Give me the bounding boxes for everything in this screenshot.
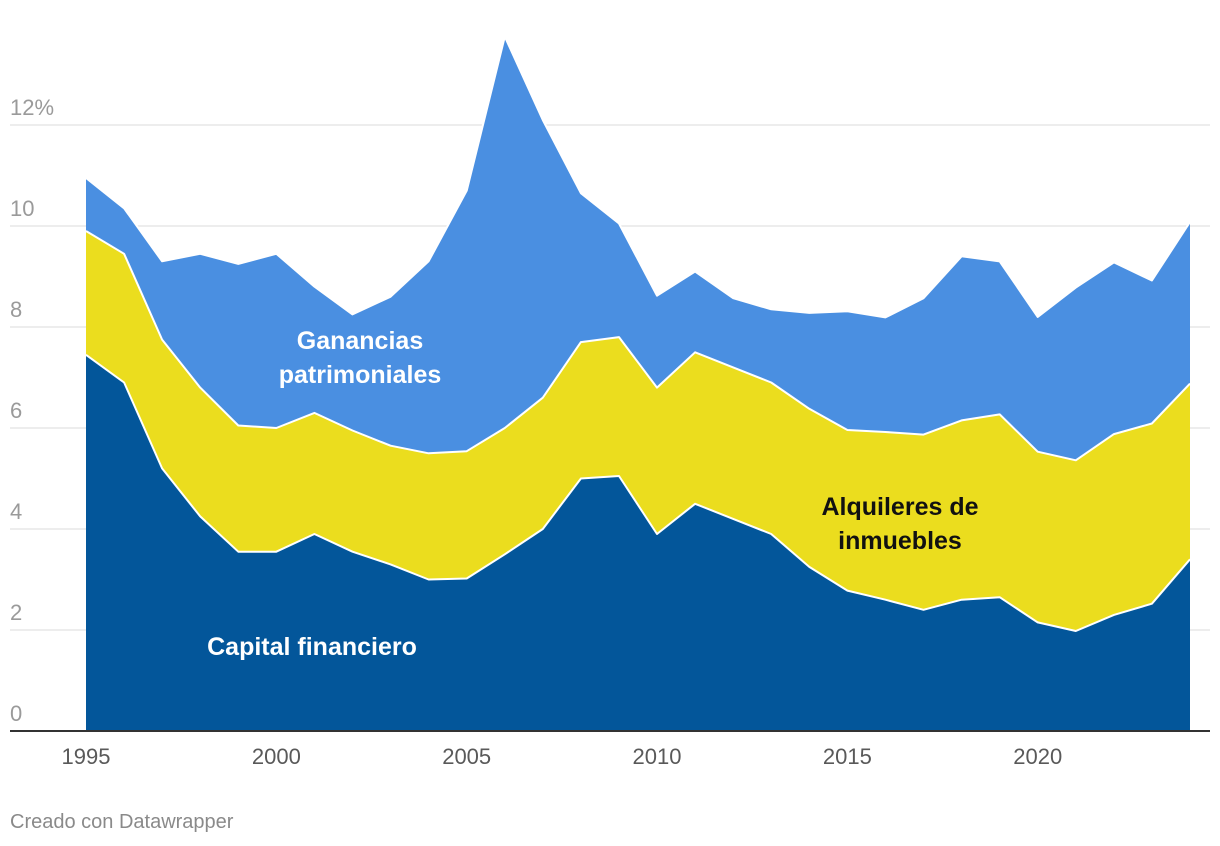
y-tick-label: 0: [10, 701, 22, 726]
y-tick-label: 4: [10, 499, 22, 524]
series-label-alquileres-de-inmuebles: Alquileres de inmuebles: [822, 493, 979, 555]
y-tick-label: 10: [10, 196, 34, 221]
series-label-ganancias-patrimoniales: Ganancias patrimoniales: [279, 327, 442, 389]
y-tick-label: 8: [10, 297, 22, 322]
y-axis-ticks: 0 2 4 6 8 10 12%: [10, 95, 54, 726]
x-tick-label: 2010: [633, 744, 682, 769]
y-tick-label: 2: [10, 600, 22, 625]
area-top-line-1: [85, 230, 1191, 462]
area-alquileres-de-inmuebles: [86, 231, 1190, 631]
y-tick-label: 12%: [10, 95, 54, 120]
x-tick-label: 2005: [442, 744, 491, 769]
x-tick-label: 2000: [252, 744, 301, 769]
x-axis-ticks: 1995 2000 2005 2010 2015 2020: [62, 744, 1063, 769]
x-tick-label: 2020: [1013, 744, 1062, 769]
y-tick-label: 6: [10, 398, 22, 423]
series-labels: Capital financiero Alquileres de inmuebles…: [207, 327, 978, 661]
series-label-capital-financiero: Capital financiero: [207, 633, 417, 661]
area-capital-financiero: [86, 354, 1190, 731]
x-tick-label: 1995: [62, 744, 111, 769]
credit-note: Creado con Datawrapper: [10, 811, 234, 833]
area-top-line-0: [85, 353, 1191, 632]
area-top-line-2: [85, 35, 1191, 319]
area-ganancias-patrimoniales: [86, 36, 1190, 461]
x-tick-label: 2015: [823, 744, 872, 769]
stacked-areas: [85, 35, 1191, 731]
